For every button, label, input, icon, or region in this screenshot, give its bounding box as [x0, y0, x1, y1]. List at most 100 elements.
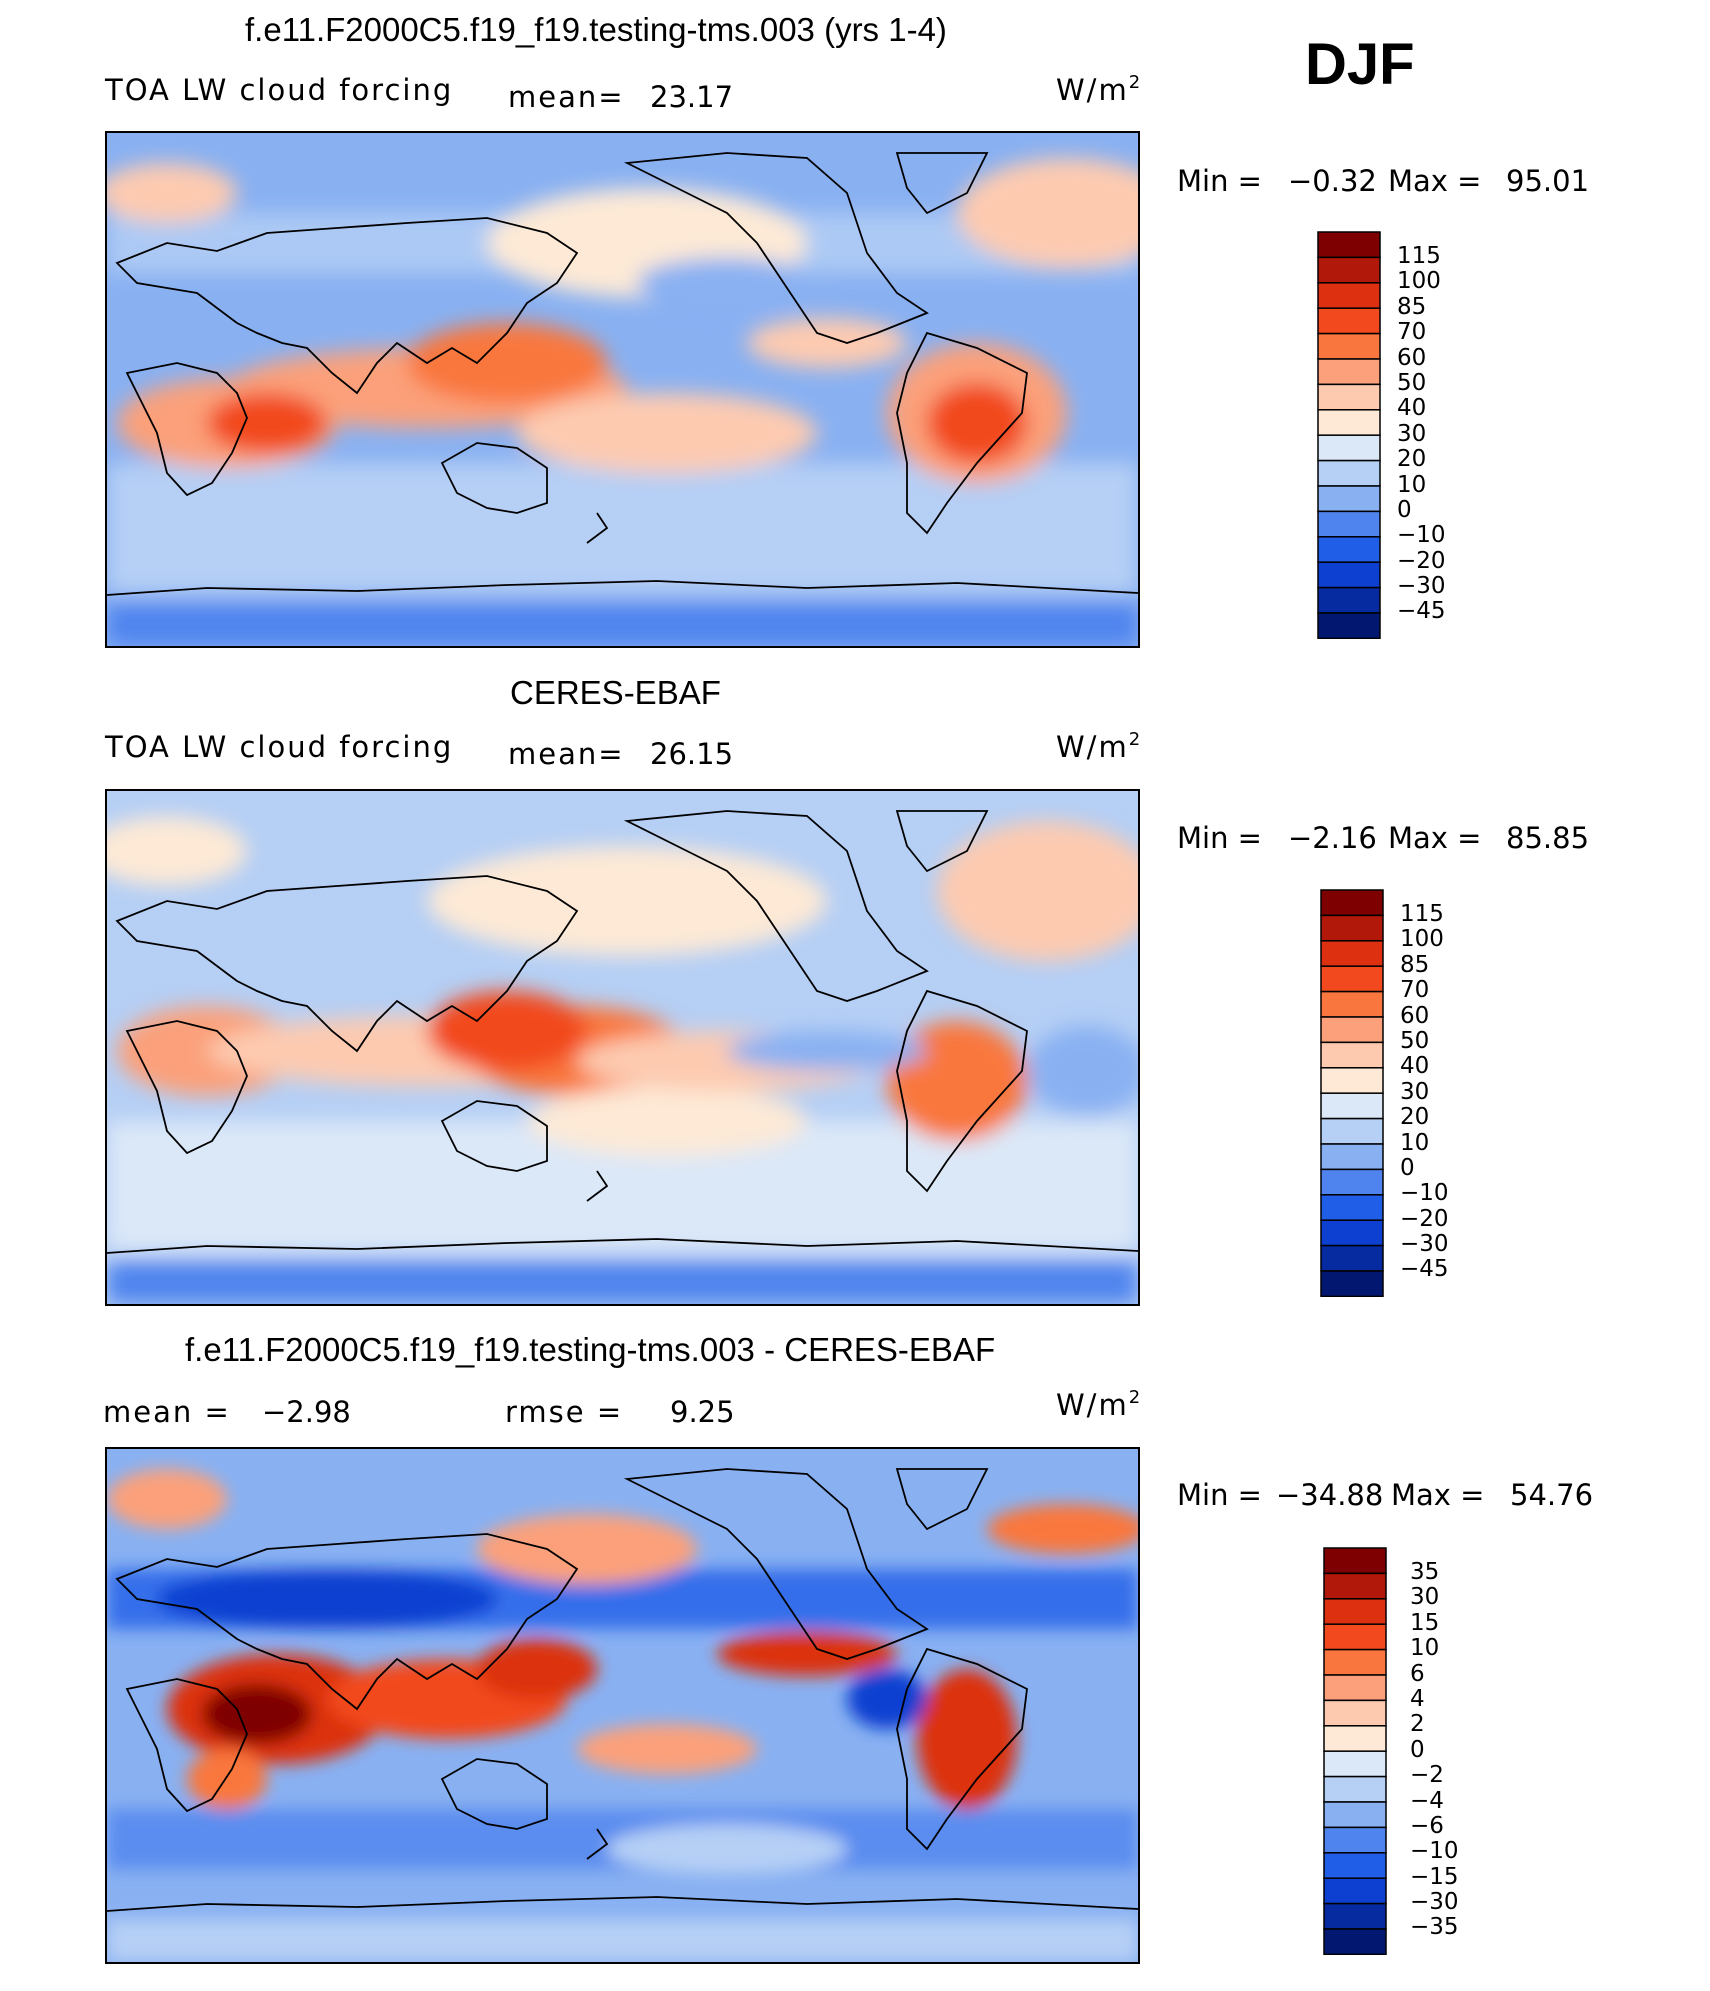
panel-2-map [105, 789, 1140, 1306]
colorbar-tick-label: 15 [1410, 1609, 1440, 1636]
colorbar-box [1317, 256, 1381, 284]
colorbar-box [1323, 1572, 1387, 1600]
panel-1-contour-field [107, 133, 1138, 646]
colorbar-tick-label: −30 [1397, 573, 1446, 600]
panel-3-max-value: 54.76 [1510, 1478, 1594, 1512]
colorbar-box [1320, 1067, 1384, 1094]
colorbar-tick-label: 20 [1397, 446, 1427, 473]
colorbar-tick-label: 60 [1397, 344, 1427, 371]
colorbar-box [1320, 965, 1384, 993]
colorbar-box [1323, 1826, 1387, 1854]
colorbar-box [1317, 383, 1381, 411]
colorbar-tick-label: 10 [1400, 1129, 1430, 1156]
colorbar-box [1323, 1928, 1387, 1956]
colorbar-box [1323, 1725, 1387, 1752]
colorbar-box [1317, 358, 1381, 386]
colorbar-tick-label: 6 [1410, 1660, 1425, 1687]
colorbar-tick-label: 100 [1400, 926, 1444, 953]
colorbar-box [1320, 1016, 1384, 1044]
panel-3-map [105, 1447, 1140, 1964]
colorbar-box [1323, 1598, 1387, 1625]
panel-1-colorbar [1317, 231, 1381, 644]
colorbar-tick-label: −10 [1397, 522, 1446, 549]
colorbar-box [1323, 1801, 1387, 1829]
colorbar-tick-label: 115 [1400, 901, 1444, 927]
panel-1-mean-value: 23.17 [650, 80, 734, 114]
colorbar-box [1320, 1219, 1384, 1247]
colorbar-tick-label: 100 [1397, 268, 1441, 295]
colorbar-box [1317, 510, 1381, 538]
colorbar-box [1320, 990, 1384, 1018]
colorbar-box [1320, 1194, 1384, 1221]
colorbar-tick-label: −20 [1397, 547, 1446, 574]
colorbar-box [1323, 1699, 1387, 1727]
colorbar-tick-label: 0 [1400, 1154, 1415, 1181]
panel-1-title: f.e11.F2000C5.f19_f19.testing-tms.003 (y… [245, 11, 947, 48]
colorbar-tick-label: 30 [1397, 420, 1427, 447]
panel-1-max-value: 95.01 [1506, 164, 1590, 198]
colorbar-box [1320, 1117, 1384, 1145]
colorbar-box [1323, 1750, 1387, 1778]
colorbar-box [1323, 1623, 1387, 1651]
colorbar-box [1323, 1648, 1387, 1676]
colorbar-tick-label: 70 [1397, 319, 1427, 346]
colorbar-tick-label: −10 [1410, 1838, 1459, 1865]
colorbar-tick-label: −10 [1400, 1180, 1449, 1207]
colorbar-box [1317, 459, 1381, 487]
colorbar-box [1323, 1547, 1387, 1575]
colorbar-tick-label: −15 [1410, 1863, 1459, 1890]
colorbar-tick-label: 0 [1397, 496, 1412, 523]
colorbar-tick-label: −6 [1410, 1812, 1444, 1839]
colorbar-tick-label: 2 [1410, 1711, 1425, 1738]
colorbar-tick-label: −2 [1410, 1762, 1444, 1789]
colorbar-tick-label: 0 [1410, 1736, 1425, 1763]
colorbar-box [1317, 612, 1381, 640]
colorbar-box [1323, 1674, 1387, 1702]
panel-3-mean-label: mean = [103, 1395, 231, 1429]
panel-3-title: f.e11.F2000C5.f19_f19.testing-tms.003 - … [185, 1331, 996, 1368]
colorbar-tick-label: 4 [1410, 1685, 1425, 1712]
colorbar-tick-label: −20 [1400, 1205, 1449, 1232]
colorbar-box [1320, 1270, 1384, 1298]
colorbar-tick-label: −30 [1400, 1231, 1449, 1258]
panel-1-min-value: −0.32 [1288, 164, 1377, 198]
colorbar-box [1317, 307, 1381, 335]
colorbar-box [1320, 940, 1384, 967]
panel-3-min-value: −34.88 [1276, 1478, 1384, 1512]
colorbar-box [1320, 1092, 1384, 1120]
panel-1-map [105, 131, 1140, 648]
panel-1-units: W/m2 [1056, 72, 1143, 107]
colorbar-box [1320, 1244, 1384, 1272]
colorbar-tick-label: −45 [1397, 598, 1446, 625]
panel-3-colorbar [1323, 1547, 1387, 1960]
panel-2-mean-label: mean= [508, 737, 625, 771]
panel-3-max-label: Max = [1391, 1478, 1485, 1512]
colorbar-tick-label: 85 [1400, 951, 1430, 978]
colorbar-tick-label: 70 [1400, 977, 1430, 1004]
panel-3-min-label: Min = [1177, 1478, 1262, 1512]
colorbar-box [1320, 889, 1384, 917]
colorbar-box [1317, 282, 1381, 309]
colorbar-box [1317, 561, 1381, 589]
colorbar-box [1323, 1852, 1387, 1879]
colorbar-box [1323, 1877, 1387, 1905]
colorbar-tick-label: 40 [1400, 1053, 1430, 1080]
panel-2-contour-field [107, 791, 1138, 1304]
colorbar-box [1317, 434, 1381, 462]
colorbar-box [1317, 409, 1381, 436]
season-label: DJF [1305, 32, 1415, 97]
colorbar-tick-label: 115 [1397, 243, 1441, 269]
panel-1-max-label: Max = [1388, 164, 1482, 198]
colorbar-tick-label: 10 [1397, 471, 1427, 498]
colorbar-tick-label: 50 [1397, 369, 1427, 396]
colorbar-box [1320, 914, 1384, 942]
panel-2-min-value: −2.16 [1288, 821, 1377, 855]
colorbar-tick-label: 60 [1400, 1002, 1430, 1029]
panel-1-min-label: Min = [1177, 164, 1262, 198]
colorbar-box [1323, 1902, 1387, 1930]
panel-2-title: CERES-EBAF [510, 674, 721, 711]
colorbar-tick-label: 10 [1410, 1635, 1440, 1662]
panel-3-mean-value: −2.98 [262, 1395, 351, 1429]
colorbar-box [1323, 1775, 1387, 1803]
colorbar-tick-label: 35 [1410, 1559, 1440, 1585]
